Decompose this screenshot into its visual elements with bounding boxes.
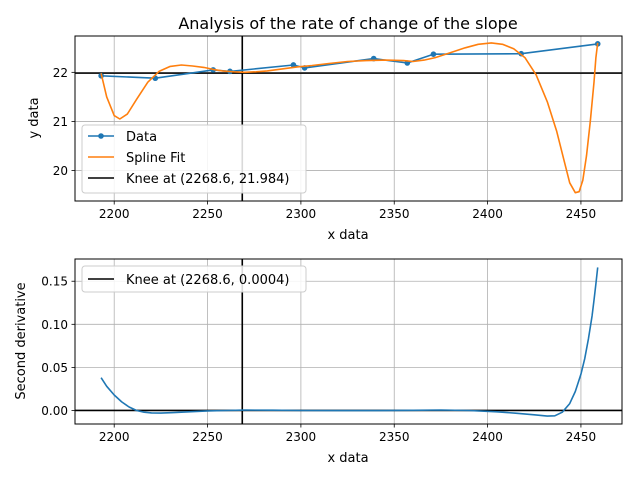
bottom-y-axis: 0.00 0.05 0.10 0.15 <box>41 275 75 418</box>
y-tick-label: 20 <box>53 164 68 178</box>
top-plot: Analysis of the rate of change of the sl… <box>27 14 623 243</box>
x-tick-label: 2450 <box>566 430 597 444</box>
bottom-series-layer <box>100 267 599 417</box>
top-series-layer <box>98 41 601 194</box>
spline-fit-series-line <box>100 42 599 194</box>
bottom-plot: 2200 2250 2300 2350 2400 2450 0.00 0.05 0.10 0.1… <box>14 258 623 466</box>
x-tick-label: 2350 <box>379 430 410 444</box>
x-tick-label: 2400 <box>472 430 503 444</box>
bottom-legend-box <box>81 265 307 293</box>
bottom-plot-frame <box>74 258 623 425</box>
legend-data-marker <box>98 133 104 139</box>
top-y-axis: 20 21 22 <box>53 66 75 178</box>
bottom-legend: Knee at (2268.6, 0.0004) <box>81 265 307 293</box>
top-legend-box <box>81 124 307 194</box>
top-x-axis: 2200 2250 2300 2350 2400 2450 <box>99 201 596 221</box>
bottom-y-axis-label: Second derivative <box>14 282 29 399</box>
y-tick-label: 0.05 <box>41 361 68 375</box>
y-tick-label: 22 <box>53 66 68 80</box>
legend-bottom-knee-label: Knee at (2268.6, 0.0004) <box>126 273 289 288</box>
bottom-x-axis: 2200 2250 2300 2350 2400 2450 <box>99 424 596 444</box>
legend-data-label: Data <box>126 130 157 145</box>
y-tick-label: 0.15 <box>41 275 68 289</box>
legend-spline-label: Spline Fit <box>126 151 185 166</box>
data-point <box>430 51 437 57</box>
data-point <box>290 62 297 68</box>
x-tick-label: 2350 <box>379 207 410 221</box>
legend-knee-label: Knee at (2268.6, 21.984) <box>126 172 289 187</box>
x-tick-label: 2200 <box>99 430 130 444</box>
bottom-x-axis-label: x data <box>327 451 368 466</box>
top-plot-frame <box>74 35 623 202</box>
x-tick-label: 2450 <box>566 207 597 221</box>
y-tick-label: 21 <box>53 115 68 129</box>
top-y-axis-label: y data <box>27 97 42 138</box>
x-tick-label: 2400 <box>472 207 503 221</box>
x-tick-label: 2300 <box>286 207 317 221</box>
top-legend: Data Spline Fit Knee at (2268.6, 21.984) <box>81 124 307 194</box>
top-x-axis-label: x data <box>327 228 368 243</box>
x-tick-label: 2300 <box>286 430 317 444</box>
x-tick-label: 2250 <box>192 207 223 221</box>
x-tick-label: 2200 <box>99 207 130 221</box>
top-chart-title: Analysis of the rate of change of the sl… <box>178 14 517 33</box>
second-derivative-series-line <box>100 267 599 417</box>
y-tick-label: 0.00 <box>41 404 68 418</box>
y-tick-label: 0.10 <box>41 318 68 332</box>
x-tick-label: 2250 <box>192 430 223 444</box>
